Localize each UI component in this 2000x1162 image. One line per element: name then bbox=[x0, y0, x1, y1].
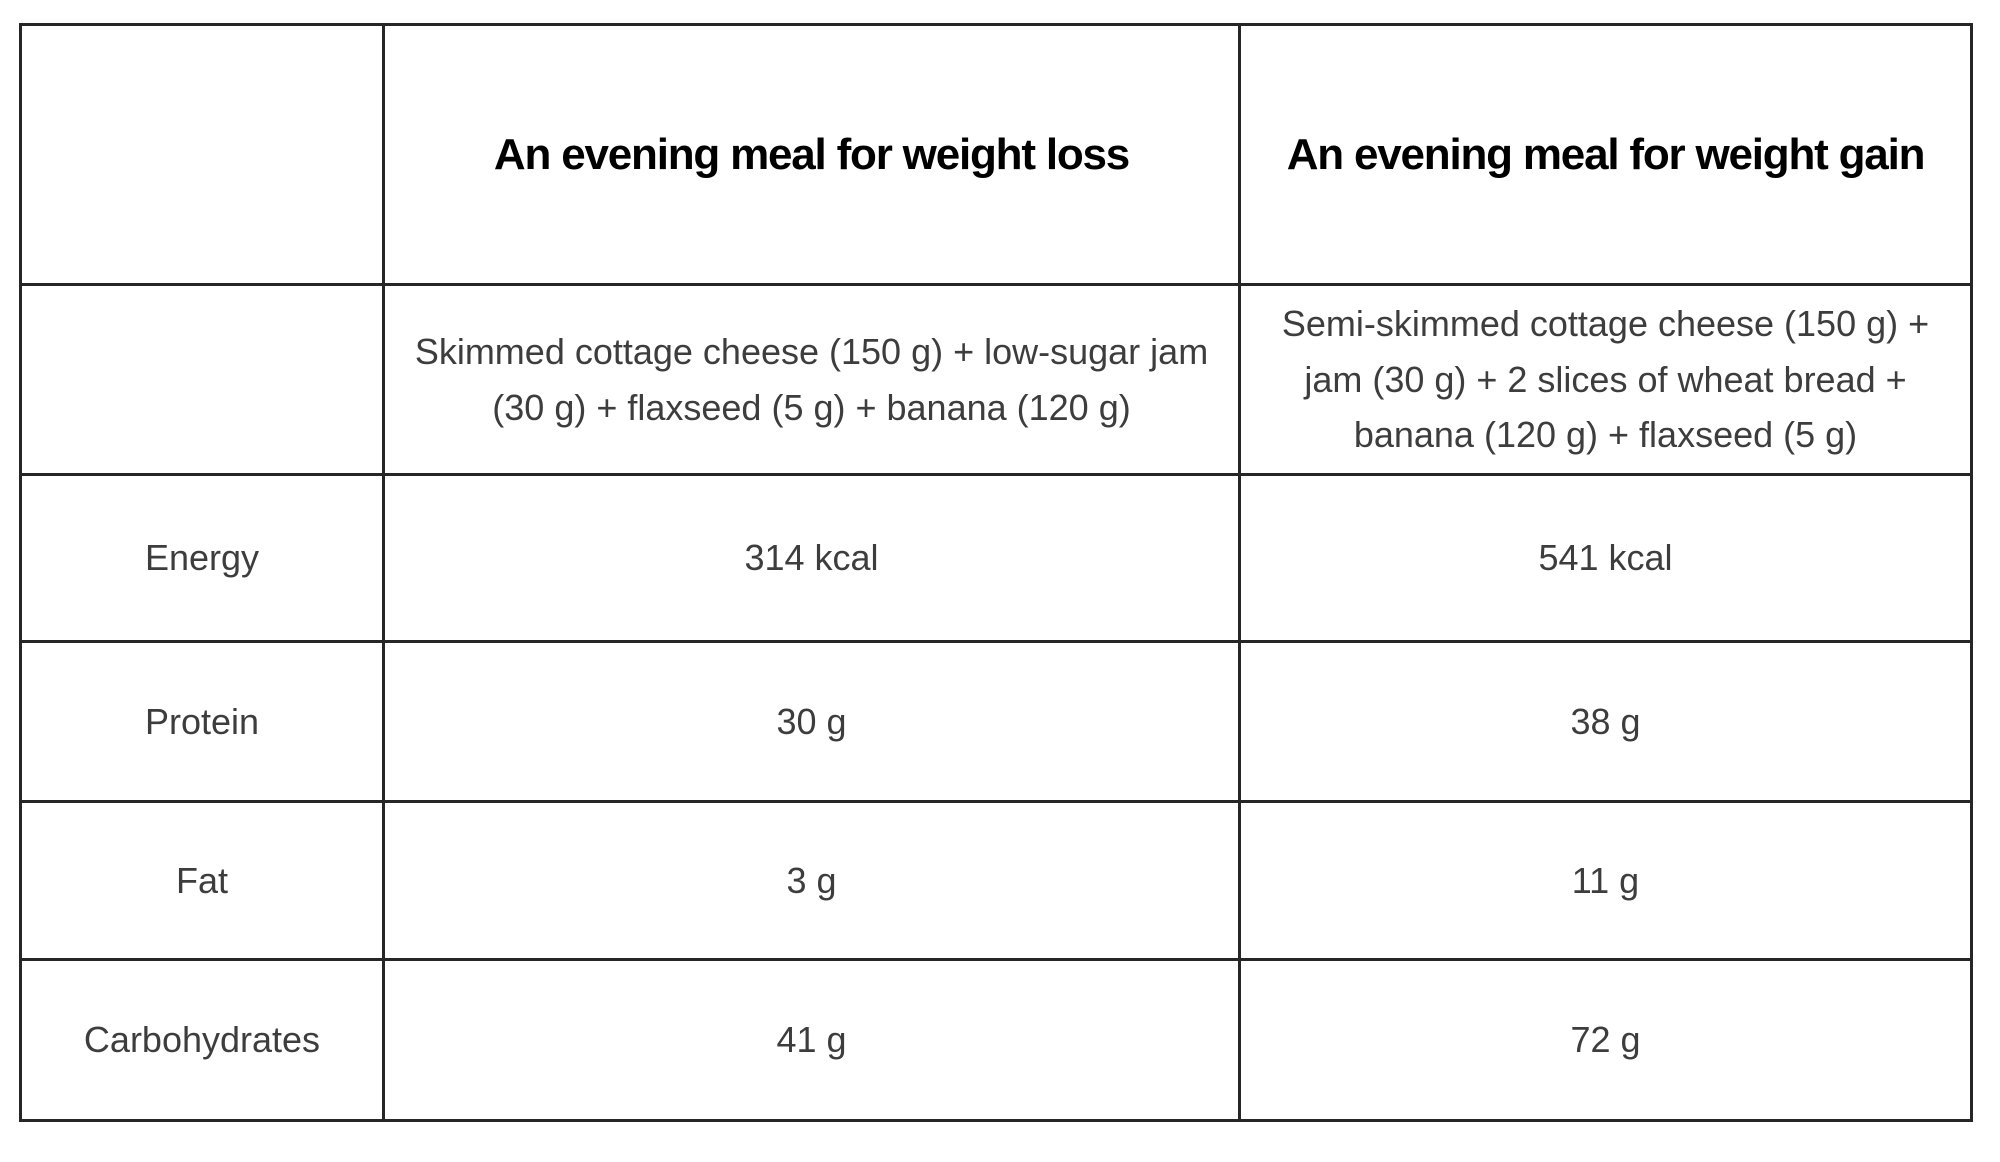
protein-loss-value: 30 g bbox=[382, 640, 1241, 803]
fat-loss-value: 3 g bbox=[382, 800, 1241, 961]
energy-label: Energy bbox=[19, 473, 385, 643]
meal-description-loss: Skimmed cottage cheese (150 g) + low-sug… bbox=[382, 283, 1241, 476]
header-weight-loss: An evening meal for weight loss bbox=[382, 23, 1241, 286]
fat-gain-value: 11 g bbox=[1238, 800, 1973, 961]
energy-loss-value: 314 kcal bbox=[382, 473, 1241, 643]
protein-gain-value: 38 g bbox=[1238, 640, 1973, 803]
carbohydrates-label: Carbohydrates bbox=[19, 958, 385, 1122]
carbohydrates-loss-value: 41 g bbox=[382, 958, 1241, 1122]
header-weight-gain: An evening meal for weight gain bbox=[1238, 23, 1973, 286]
empty-corner-cell bbox=[19, 23, 385, 286]
carbohydrates-row: Carbohydrates 41 g 72 g bbox=[19, 958, 1973, 1122]
nutrition-comparison-table: An evening meal for weight loss An eveni… bbox=[19, 23, 1973, 1122]
header-row: An evening meal for weight loss An eveni… bbox=[19, 23, 1973, 286]
energy-gain-value: 541 kcal bbox=[1238, 473, 1973, 643]
protein-label: Protein bbox=[19, 640, 385, 803]
protein-row: Protein 30 g 38 g bbox=[19, 640, 1973, 803]
empty-label-cell bbox=[19, 283, 385, 476]
fat-row: Fat 3 g 11 g bbox=[19, 800, 1973, 961]
carbohydrates-gain-value: 72 g bbox=[1238, 958, 1973, 1122]
meal-description-row: Skimmed cottage cheese (150 g) + low-sug… bbox=[19, 283, 1973, 476]
energy-row: Energy 314 kcal 541 kcal bbox=[19, 473, 1973, 643]
meal-description-gain: Semi-skimmed cottage cheese (150 g) + ja… bbox=[1238, 283, 1973, 476]
fat-label: Fat bbox=[19, 800, 385, 961]
